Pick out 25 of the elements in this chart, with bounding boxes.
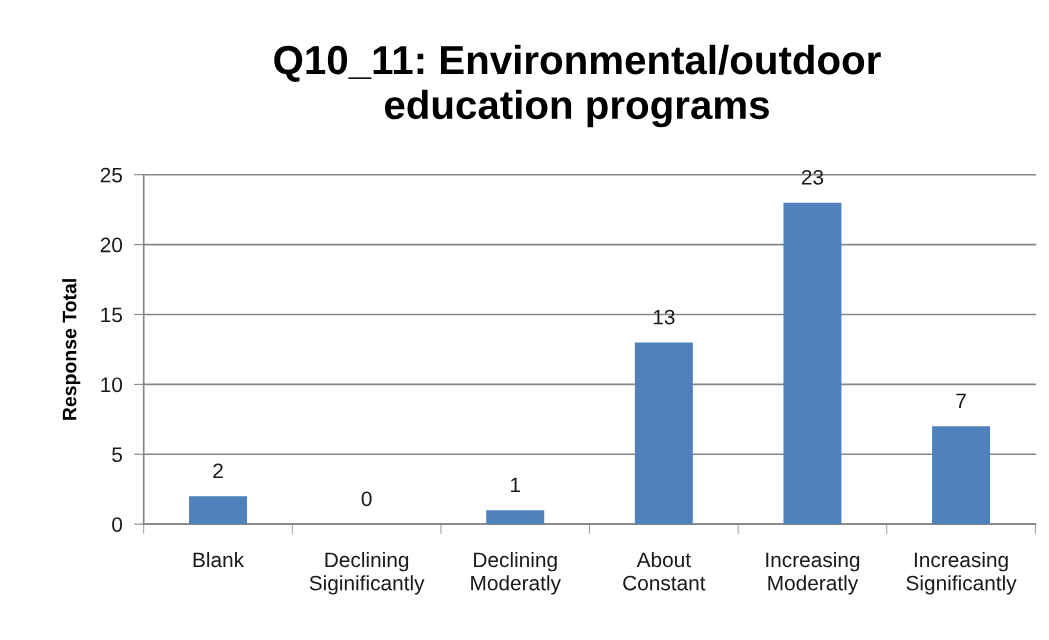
y-tick-label: 25	[100, 167, 123, 183]
bar	[634, 342, 693, 525]
y-tick-label: 5	[112, 447, 123, 463]
x-tick-label: Increasing Moderatly	[766, 551, 860, 595]
y-tick-label: 20	[100, 237, 123, 253]
data-label: 23	[801, 169, 824, 185]
data-label: 2	[213, 463, 223, 478]
y-tick-label: 0	[112, 517, 123, 532]
data-label: 0	[361, 491, 372, 507]
y-tick-label: 15	[101, 307, 123, 323]
x-tick-label: Increasing Significantly	[906, 551, 1017, 595]
x-tick-label: Declining Moderatly	[471, 551, 561, 595]
y-tick-label: 10	[101, 377, 123, 393]
x-tick-label: About Constant	[623, 551, 706, 591]
data-label: 1	[511, 477, 521, 492]
chart-title: Q10_11: Environmental/outdoor education programs	[274, 44, 881, 128]
y-axis-title: Response Total	[62, 279, 81, 420]
data-label: 13	[653, 309, 675, 325]
x-tick-label: Blank	[193, 551, 245, 568]
bar	[932, 426, 991, 525]
bar	[486, 510, 545, 525]
x-tick-label: Declining Siginificantly	[309, 551, 425, 595]
bar	[189, 496, 247, 525]
data-label: 7	[956, 393, 966, 409]
bar	[783, 202, 842, 525]
